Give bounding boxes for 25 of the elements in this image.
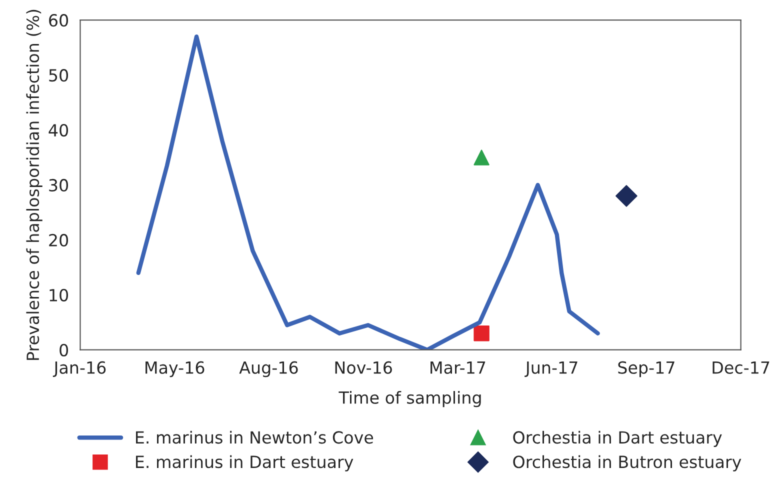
x-tick-label: Nov-16 bbox=[335, 361, 392, 374]
y-tick-label: 50 bbox=[49, 69, 68, 82]
y-tick-label: 60 bbox=[49, 14, 68, 27]
x-axis-title: Time of sampling bbox=[338, 390, 481, 408]
line-series bbox=[136, 34, 600, 350]
x-tick-label: Jun-17 bbox=[524, 361, 578, 377]
legend-label: E. marinus in Newton’s Cove bbox=[136, 430, 374, 444]
legend-label: Orchestia in Dart estuary bbox=[513, 430, 722, 447]
point bbox=[616, 185, 638, 207]
x-tick-label: Mar-17 bbox=[430, 361, 486, 374]
y-tick-label: 40 bbox=[48, 124, 68, 137]
y-tick-label: 10 bbox=[50, 288, 68, 302]
point bbox=[474, 150, 490, 166]
x-tick-label: Aug-16 bbox=[239, 361, 298, 378]
y-tick-label: 20 bbox=[49, 234, 68, 247]
x-tick-label: Jan-16 bbox=[52, 361, 106, 377]
x-tick-label: Sep-17 bbox=[618, 361, 674, 378]
legend-label: E. marinus in Dart estuary bbox=[136, 455, 354, 472]
x-tick-label: May-16 bbox=[146, 361, 204, 378]
legend-label: Orchestia in Butron estuary bbox=[513, 455, 742, 472]
y-tick-label: 0 bbox=[60, 344, 68, 356]
y-tick-label: 30 bbox=[49, 178, 68, 192]
y-axis-title: Prevalence of haplosporidian infection (%) bbox=[26, 10, 42, 360]
x-tick-label: Dec-17 bbox=[712, 361, 770, 374]
point bbox=[474, 326, 490, 342]
